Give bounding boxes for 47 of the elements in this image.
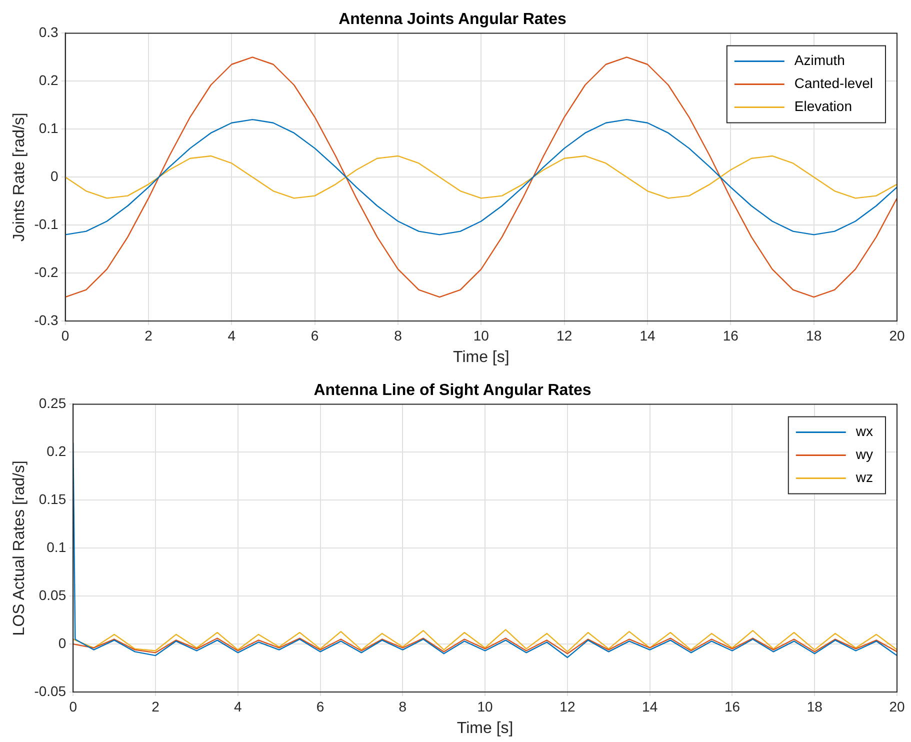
y-tick-label: -0.3	[34, 312, 59, 328]
x-tick-label: 18	[806, 327, 822, 344]
x-tick-label: 20	[889, 698, 905, 714]
y-axis-title: Joints Rate [rad/s]	[11, 112, 28, 242]
chart-title: Antenna Joints Angular Rates	[338, 11, 567, 28]
x-tick-label: 6	[310, 327, 319, 344]
x-tick-label: 14	[642, 698, 658, 714]
legend-label: wz	[854, 469, 874, 486]
chart-title: Antenna Line of Sight Angular Rates	[314, 382, 592, 400]
x-tick-label: 16	[722, 327, 739, 344]
x-tick-label: 6	[316, 698, 324, 714]
x-tick-label: 16	[724, 698, 740, 714]
y-tick-label: -0.2	[34, 264, 59, 280]
x-tick-label: 2	[144, 327, 153, 344]
y-tick-label: 0.05	[38, 586, 66, 603]
y-tick-label: -0.05	[34, 682, 66, 699]
x-tick-label: 12	[556, 327, 572, 344]
x-tick-label: 4	[234, 698, 242, 714]
y-tick-label: 0	[58, 634, 66, 651]
x-tick-label: 10	[473, 327, 490, 344]
legend-label: Canted-level	[794, 75, 874, 92]
x-tick-label: 18	[806, 698, 823, 714]
legend-label: wx	[854, 423, 874, 440]
x-axis-title: Time [s]	[453, 348, 510, 366]
x-tick-label: 20	[889, 327, 905, 344]
y-tick-label: 0.15	[38, 490, 66, 507]
x-tick-label: 0	[69, 698, 78, 714]
x-tick-label: 8	[394, 327, 402, 344]
legend-label: Elevation	[794, 98, 852, 114]
x-tick-label: 2	[152, 698, 160, 714]
y-tick-label: 0.2	[38, 72, 59, 88]
y-tick-label: 0.1	[38, 120, 59, 136]
y-tick-label: 0.1	[46, 538, 66, 555]
y-tick-label: 0.3	[38, 24, 59, 40]
y-tick-label: -0.1	[34, 216, 59, 232]
x-axis-title: Time [s]	[456, 720, 514, 737]
y-tick-label: 0.2	[46, 443, 66, 460]
x-tick-label: 10	[477, 698, 494, 714]
y-tick-label: 0.25	[38, 395, 66, 412]
x-tick-label: 4	[228, 327, 236, 344]
y-axis-title: LOS Actual Rates [rad/s]	[11, 460, 28, 636]
x-tick-label: 14	[640, 327, 656, 344]
y-tick-label: 0	[50, 168, 59, 184]
legend-label: wy	[854, 446, 874, 462]
legend-label: Azimuth	[794, 52, 845, 68]
x-tick-label: 8	[398, 698, 407, 714]
x-tick-label: 12	[560, 698, 576, 714]
